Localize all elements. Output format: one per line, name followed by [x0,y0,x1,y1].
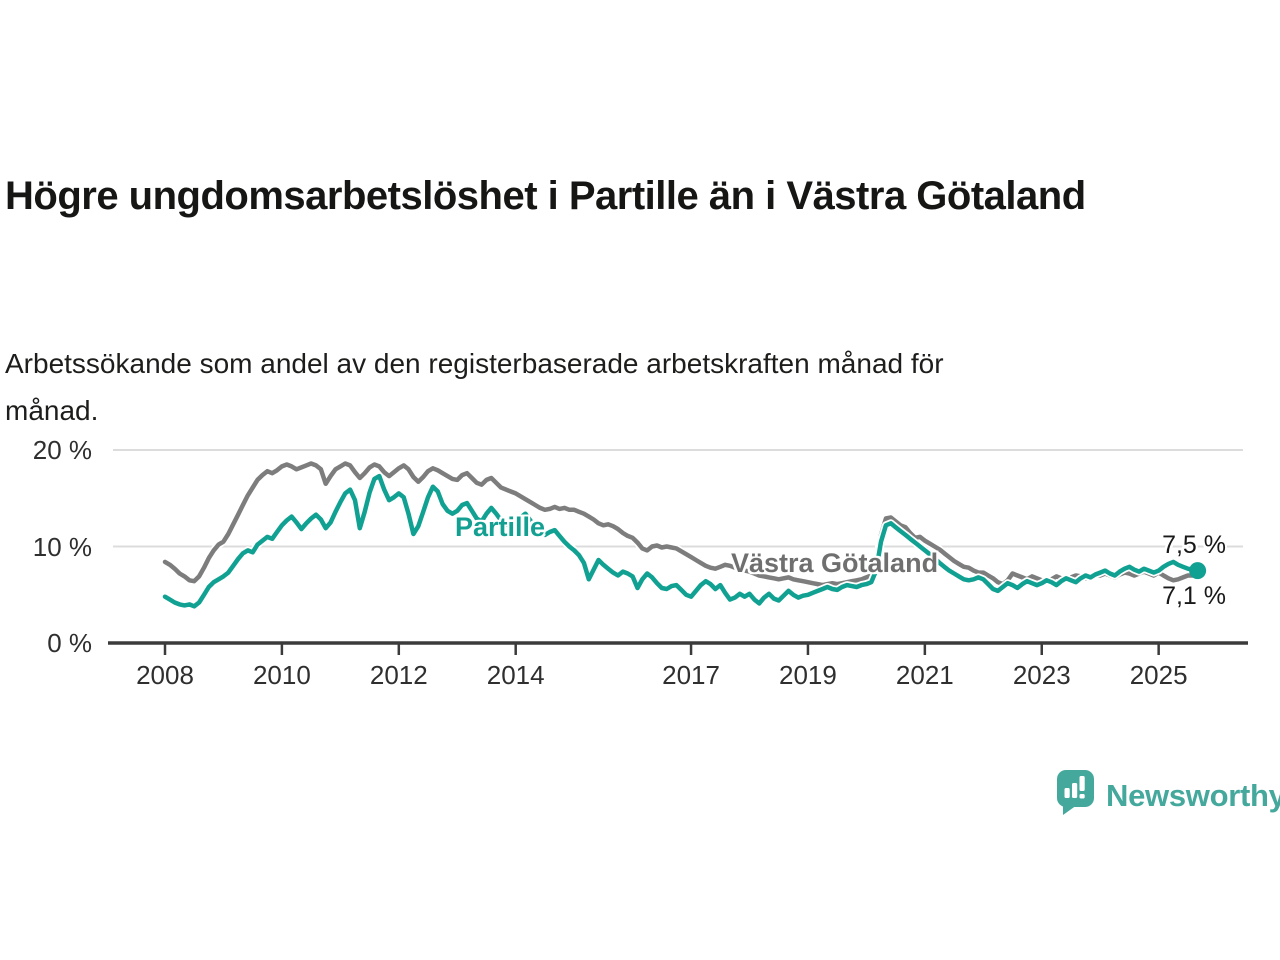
x-axis-tick-label: 2012 [369,660,428,690]
x-axis-tick-label: 2025 [1129,660,1188,690]
y-axis-tick-label: 10 % [32,531,92,562]
x-axis-tick-label: 2021 [895,660,954,690]
x-axis-tick-label: 2014 [486,660,545,690]
series-label-partille: Partille [455,512,546,542]
x-axis-tick-label: 2023 [1012,660,1071,690]
end-value-label-vastra-gotaland: 7,1 % [1162,582,1226,610]
series-label-vastra-gotaland: Västra Götaland [731,548,939,578]
chart-subtitle-line-2: månad. [5,395,99,426]
newsworthy-logo-text: Newsworthy [1106,778,1280,813]
newsworthy-barchart-pin-icon [1057,770,1094,815]
chart-title: Högre ungdomsarbetslöshet i Partille än … [5,173,1086,218]
newsworthy-logo: Newsworthy [1056,769,1280,816]
chart-subtitle: Arbetssökande som andel av den registerb… [5,340,944,434]
x-axis-tick-label: 2010 [252,660,311,690]
y-axis-tick-label: 0 % [47,628,92,658]
x-axis-tick-label: 2008 [136,660,194,690]
end-value-label-partille: 7,5 % [1162,531,1226,559]
x-axis-tick-label: 2019 [779,660,837,690]
chart-subtitle-line-1: Arbetssökande som andel av den registerb… [5,348,944,379]
x-axis-tick-label: 2017 [662,660,720,690]
y-axis-tick-label: 20 % [32,435,92,465]
